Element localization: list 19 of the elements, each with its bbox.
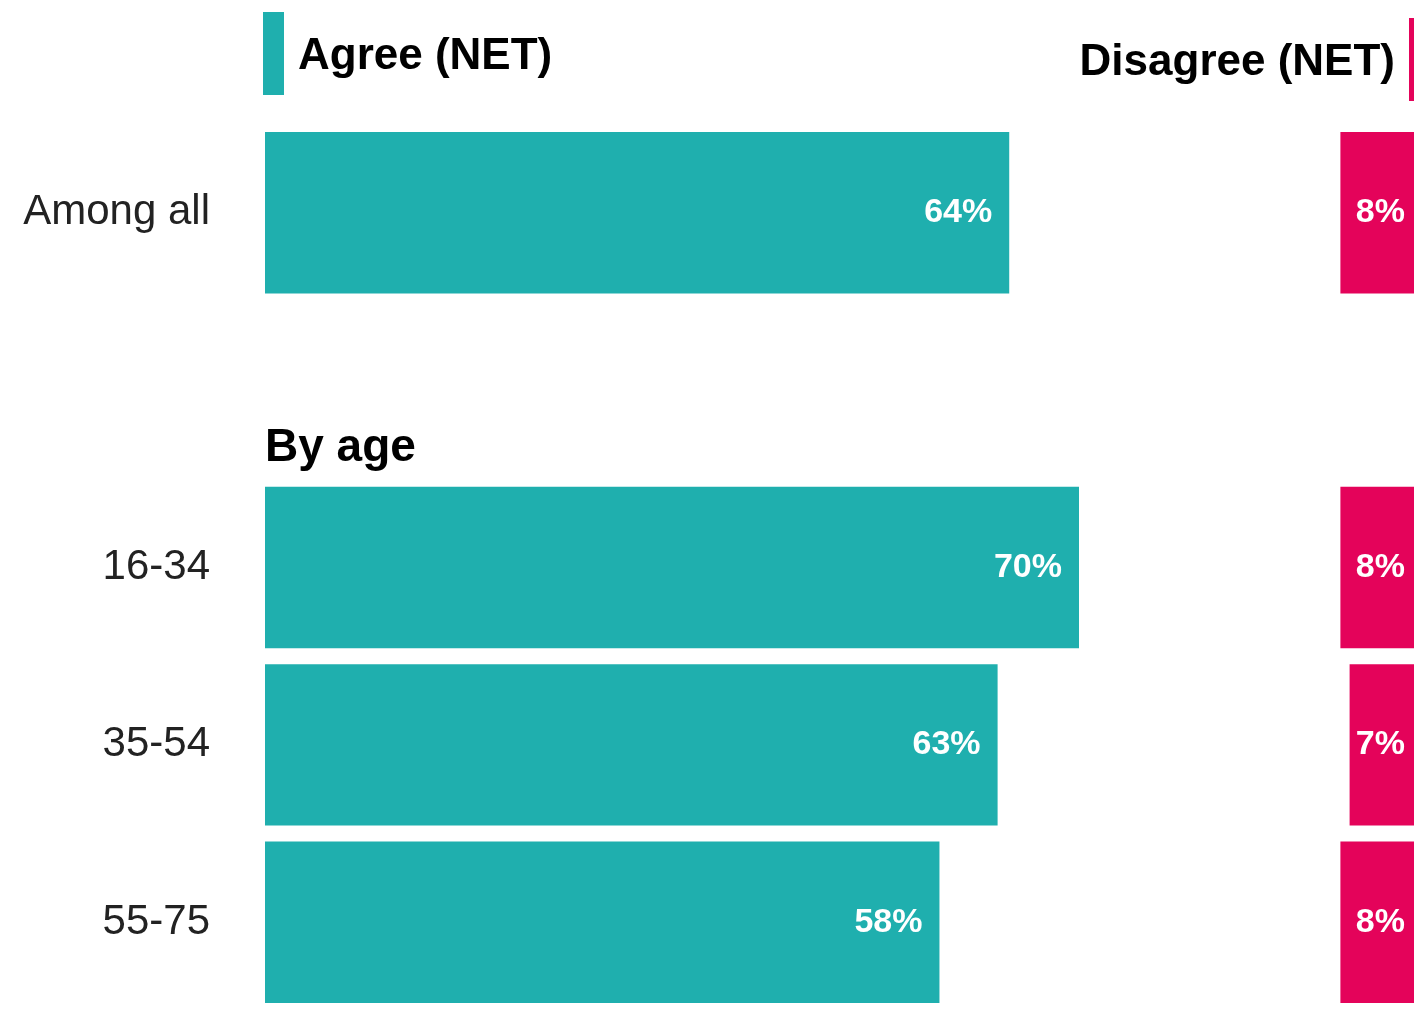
data-label: 64% bbox=[924, 191, 993, 230]
data-label: 8% bbox=[1355, 191, 1405, 230]
y-tick-label: 16-34 bbox=[102, 541, 210, 589]
bar bbox=[265, 486, 1079, 649]
bar bbox=[265, 664, 998, 826]
data-label: 7% bbox=[1355, 723, 1405, 762]
data-label: 8% bbox=[1355, 545, 1405, 584]
legend-label: Disagree (NET) bbox=[1079, 34, 1395, 85]
data-label: 58% bbox=[854, 900, 923, 939]
y-tick-label: Among all bbox=[23, 186, 210, 234]
data-label: 63% bbox=[912, 723, 981, 762]
annotation: By age bbox=[265, 418, 416, 471]
bar bbox=[265, 841, 940, 1004]
data-label: 70% bbox=[993, 545, 1062, 584]
data-label: 8% bbox=[1355, 900, 1405, 939]
y-tick-label: 55-75 bbox=[102, 895, 210, 943]
y-tick-label: 35-54 bbox=[102, 718, 210, 766]
legend-label: Agree (NET) bbox=[298, 28, 553, 79]
bar bbox=[265, 131, 1010, 294]
